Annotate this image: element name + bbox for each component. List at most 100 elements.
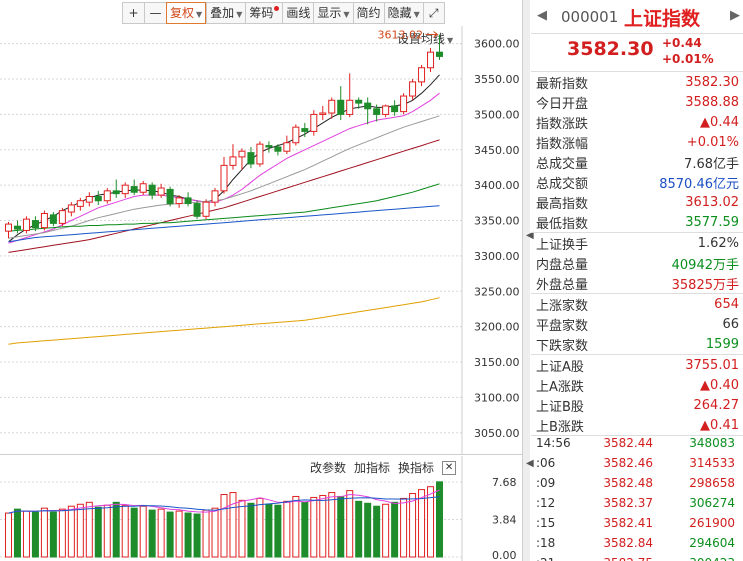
quote-value: 35825万手: [671, 277, 739, 293]
candle-body: [292, 126, 300, 144]
tick-time: :15: [536, 516, 556, 530]
volume-bar: [103, 504, 111, 558]
candle-body: [337, 99, 345, 115]
edit-params-button[interactable]: 改参数: [310, 461, 347, 475]
quote-fields: 最新指数 3582.30 今日开盘 3588.88 指数涨跌 ▲0.44 指数涨幅 +0.01…: [531, 72, 743, 436]
volume-bar: [247, 502, 255, 558]
quote-value: 654: [714, 296, 739, 312]
volume-tick-label: 3.84: [492, 514, 517, 527]
chevron-down-icon: ▼: [196, 10, 203, 19]
volume-chart[interactable]: 7.68 3.84 0.00: [0, 456, 522, 561]
candle-body: [112, 190, 120, 195]
quote-label: 总成交额: [536, 176, 589, 192]
volume-bar: [427, 486, 435, 558]
quote-row: 上证换手 1.62%: [531, 233, 743, 253]
y-tick-label: 3350.00: [474, 215, 520, 228]
candle-body: [283, 142, 291, 152]
volume-bar: [337, 495, 345, 558]
tick-volume: 348083: [689, 436, 735, 450]
change-indicator-button[interactable]: 换指标: [398, 461, 435, 475]
volume-bar: [436, 481, 444, 558]
quote-value: ▲0.41: [700, 417, 739, 433]
candle-body: [220, 164, 228, 192]
volume-bar: [292, 495, 300, 558]
chips-button[interactable]: 筹码: [245, 2, 283, 24]
quote-label: 上证B股: [536, 399, 584, 415]
add-indicator-button[interactable]: 加指标: [354, 461, 391, 475]
quote-label: 指数涨跌: [536, 116, 589, 132]
prev-stock-icon[interactable]: ◀: [537, 8, 547, 23]
candlestick-chart[interactable]: 3600.00 3550.00 3500.00 3450.00 3400.00 3350.…: [0, 26, 522, 454]
panel-collapse-handle[interactable]: [523, 0, 530, 561]
collapse-arrow-icon[interactable]: ◀: [526, 458, 534, 469]
candle-body: [31, 220, 39, 229]
tick-time: 14:56: [536, 436, 571, 450]
close-icon[interactable]: ✕: [442, 460, 457, 475]
quote-panel: ◀ 000001 上证指数 ▶ 3582.30 +0.44 +0.01% 最新指…: [531, 0, 743, 561]
tick-volume: 306274: [689, 496, 735, 510]
volume-bar: [211, 507, 219, 558]
volume-bar: [175, 510, 183, 558]
y-tick-label: 3300.00: [474, 250, 520, 263]
volume-bar: [382, 503, 390, 558]
y-tick-label: 3550.00: [474, 73, 520, 86]
display-button[interactable]: 显示 ▼: [313, 2, 353, 24]
volume-bar: [301, 501, 309, 558]
tick-time: :12: [536, 496, 556, 510]
stock-code: 000001: [561, 8, 619, 26]
expand-icon[interactable]: ⤢: [422, 2, 445, 24]
next-stock-icon[interactable]: ▶: [730, 8, 740, 23]
tick-time: :06: [536, 456, 556, 470]
high-annotation: 3613.02: [378, 28, 424, 41]
stock-name: 上证指数: [624, 8, 701, 30]
tick-time: :21: [531, 556, 591, 561]
tick-time: :09: [536, 476, 556, 490]
collapse-arrow-icon[interactable]: ◀: [526, 230, 534, 241]
adjust-button[interactable]: 复权 ▼: [166, 2, 207, 24]
volume-bar: [94, 506, 102, 558]
change-percent: +0.01%: [662, 52, 714, 66]
simple-button[interactable]: 简约: [352, 2, 384, 24]
volume-bar: [265, 503, 273, 558]
volume-ma-line: [8, 489, 440, 514]
quote-value: 40942万手: [671, 257, 739, 273]
candle-body: [319, 112, 327, 115]
pane-divider[interactable]: [0, 454, 522, 455]
quote-value: 3577.59: [685, 214, 739, 230]
candle-body: [130, 186, 138, 193]
volume-bar: [22, 510, 30, 558]
volume-bar: [220, 494, 228, 558]
tick-list: 14:56 3582.44 348083:06 3582.46 314533:09 358…: [531, 433, 743, 561]
volume-bar: [58, 508, 66, 558]
volume-ma-line: [8, 496, 440, 514]
tick-volume: 261900: [689, 516, 735, 530]
tick-row: :18 3582.84 294604: [531, 533, 743, 553]
zoom-out-button[interactable]: —: [144, 2, 166, 24]
volume-bar: [166, 511, 174, 558]
draw-line-button[interactable]: 画线: [282, 2, 314, 24]
settings-ma-button[interactable]: 设置均线 ▼: [397, 30, 453, 47]
candle-body: [256, 143, 264, 165]
candle-body: [211, 190, 219, 203]
volume-bar: [355, 500, 363, 558]
candle-body: [346, 99, 354, 115]
volume-bar: [373, 505, 381, 558]
candle-body: [49, 214, 57, 224]
zoom-in-button[interactable]: +: [122, 2, 144, 24]
volume-bar: [202, 509, 210, 558]
moving-average-line: [8, 115, 440, 239]
volume-bar: [148, 509, 156, 558]
moving-average-line: [8, 139, 440, 253]
overlay-button[interactable]: 叠加 ▼: [206, 2, 246, 24]
quote-label: 指数涨幅: [536, 136, 589, 152]
quote-label: 上证换手: [536, 237, 589, 253]
y-tick-label: 3250.00: [474, 285, 520, 298]
volume-tick-label: 7.68: [492, 476, 517, 489]
candle-body: [58, 210, 66, 224]
volume-bar: [13, 508, 21, 558]
overlay-label: 叠加: [210, 6, 235, 20]
tick-price: 3582.46: [603, 456, 653, 470]
hide-button[interactable]: 隐藏 ▼: [383, 2, 423, 24]
candle-body: [427, 51, 435, 69]
quote-value: ▲0.40: [700, 377, 739, 393]
